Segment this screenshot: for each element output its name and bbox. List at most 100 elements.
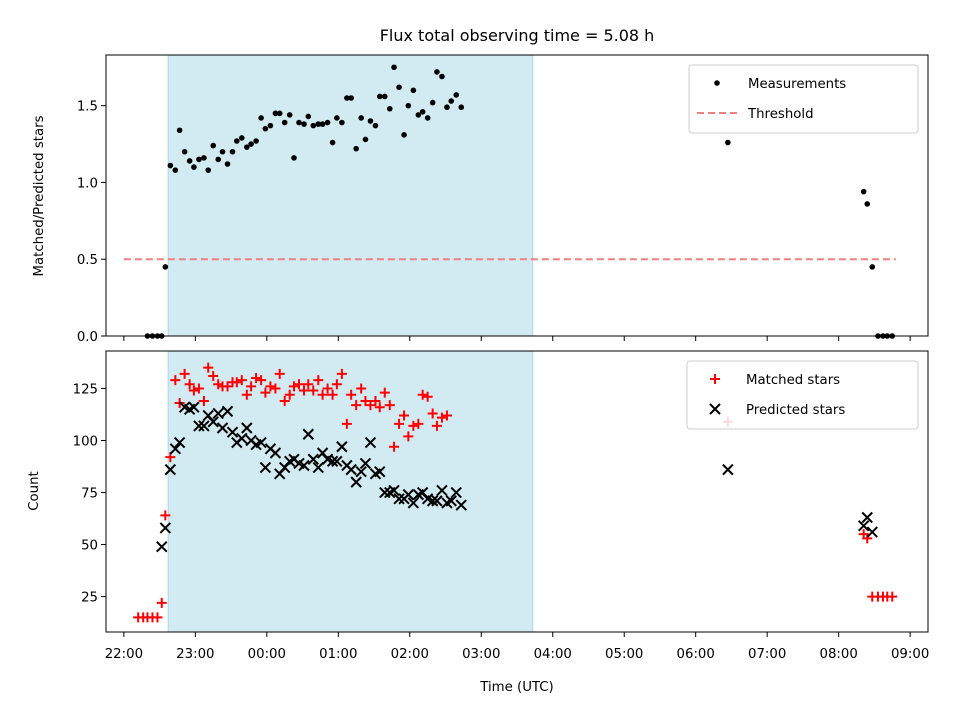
matched-point — [288, 381, 299, 392]
measurement-point — [181, 148, 188, 155]
predicted-point — [326, 455, 339, 468]
ytick-label-ratio: 1.5 — [77, 100, 98, 115]
measurement-point — [191, 164, 197, 170]
ytick-label-ratio: 1.0 — [77, 176, 98, 191]
measurement-point — [176, 127, 183, 134]
predicted-point — [722, 463, 734, 476]
xtick-label: 22:00 — [105, 647, 143, 662]
predicted-point — [259, 461, 272, 474]
measurement-point — [224, 161, 231, 167]
measurement-point — [439, 73, 445, 80]
matched-point — [193, 383, 204, 394]
matched-point — [336, 368, 347, 379]
xtick-label: 01:00 — [319, 647, 357, 662]
predicted-point — [298, 459, 310, 472]
measurement-point — [205, 167, 212, 173]
measurement-point — [453, 92, 460, 98]
measurement-point — [162, 264, 169, 270]
measurement-point — [458, 104, 465, 111]
measurement-point — [262, 125, 269, 132]
predicted-point — [407, 497, 420, 509]
measurement-point — [301, 121, 307, 127]
panel-count: 25 50 75 100 125 22:00 23:00 00:00 01:00 02:00 03:… — [73, 350, 929, 662]
measurement-point — [324, 119, 331, 126]
matched-point — [331, 379, 342, 390]
matched-point — [184, 379, 195, 390]
predicted-point — [312, 461, 324, 474]
measurement-point — [391, 64, 397, 71]
xtick-label: 23:00 — [176, 647, 214, 662]
ytick-label-ratio: 0.0 — [77, 330, 98, 345]
predicted-point — [379, 486, 391, 499]
measurement-point — [219, 148, 226, 155]
matched-point — [422, 391, 433, 402]
predicted-point — [159, 522, 172, 534]
matched-point — [198, 395, 209, 406]
ytick-label-count: 25 — [81, 591, 98, 606]
predicted-point — [269, 447, 282, 459]
matched-point — [246, 381, 257, 392]
predicted-point — [355, 466, 367, 478]
measurement-point — [372, 122, 379, 129]
measurement-point — [296, 119, 302, 126]
measurement-point — [353, 145, 359, 152]
matched-point — [413, 418, 424, 429]
predicted-point — [173, 436, 186, 449]
measurement-point — [348, 95, 354, 101]
legend-label: Predicted stars — [746, 403, 845, 418]
measurement-point — [434, 69, 440, 75]
measurement-point — [215, 156, 222, 163]
matched-point — [431, 420, 442, 431]
measurement-point — [310, 122, 317, 129]
matched-point — [360, 395, 371, 406]
measurement-point — [281, 119, 288, 126]
predicted-point — [164, 463, 177, 476]
predicted-point — [436, 484, 448, 497]
measurement-point — [448, 98, 455, 104]
predicted-point — [169, 443, 182, 455]
matched-point — [394, 418, 405, 429]
predicted-point — [241, 422, 253, 434]
matched-point — [374, 402, 385, 413]
measurement-point — [286, 112, 293, 118]
predicted-point — [345, 463, 357, 476]
ytick-label-count: 75 — [81, 487, 98, 502]
measurement-point — [358, 115, 364, 121]
predicted-point — [402, 488, 415, 501]
matched-point — [399, 410, 410, 421]
matched-point — [356, 383, 367, 394]
measurement-point — [248, 141, 254, 147]
legend-ratio — [688, 64, 919, 134]
matched-point — [389, 441, 400, 452]
predicted-point — [431, 495, 443, 507]
xtick-label: 06:00 — [677, 647, 715, 662]
measurement-point — [315, 121, 322, 127]
predicted-point — [866, 526, 878, 538]
predicted-point — [861, 511, 873, 524]
predicted-point — [255, 436, 267, 449]
measurement-point — [276, 110, 283, 117]
legend-label: Measurements — [748, 77, 846, 92]
predicted-point — [426, 495, 439, 507]
predicted-point — [302, 428, 314, 440]
measurement-point — [381, 93, 388, 100]
matched-point — [203, 362, 214, 373]
matched-point — [188, 385, 199, 396]
matched-point — [408, 420, 419, 431]
predicted-point — [857, 520, 870, 532]
xtick-label: 07:00 — [748, 647, 786, 662]
measurement-point — [172, 167, 179, 173]
measurement-point — [396, 84, 402, 91]
matched-point — [279, 395, 290, 406]
matched-point — [208, 370, 219, 381]
matched-point — [327, 389, 338, 400]
predicted-point — [393, 493, 405, 505]
panel-ratio: 0.0 0.5 1.0 1.5 Measurements Threshold — [77, 54, 929, 345]
measurement-point — [334, 115, 340, 121]
legend-label: Matched stars — [746, 373, 840, 388]
measurement-point — [244, 144, 250, 150]
measurement-point — [401, 132, 407, 138]
measurement-point — [305, 113, 312, 120]
matched-point — [274, 368, 285, 379]
